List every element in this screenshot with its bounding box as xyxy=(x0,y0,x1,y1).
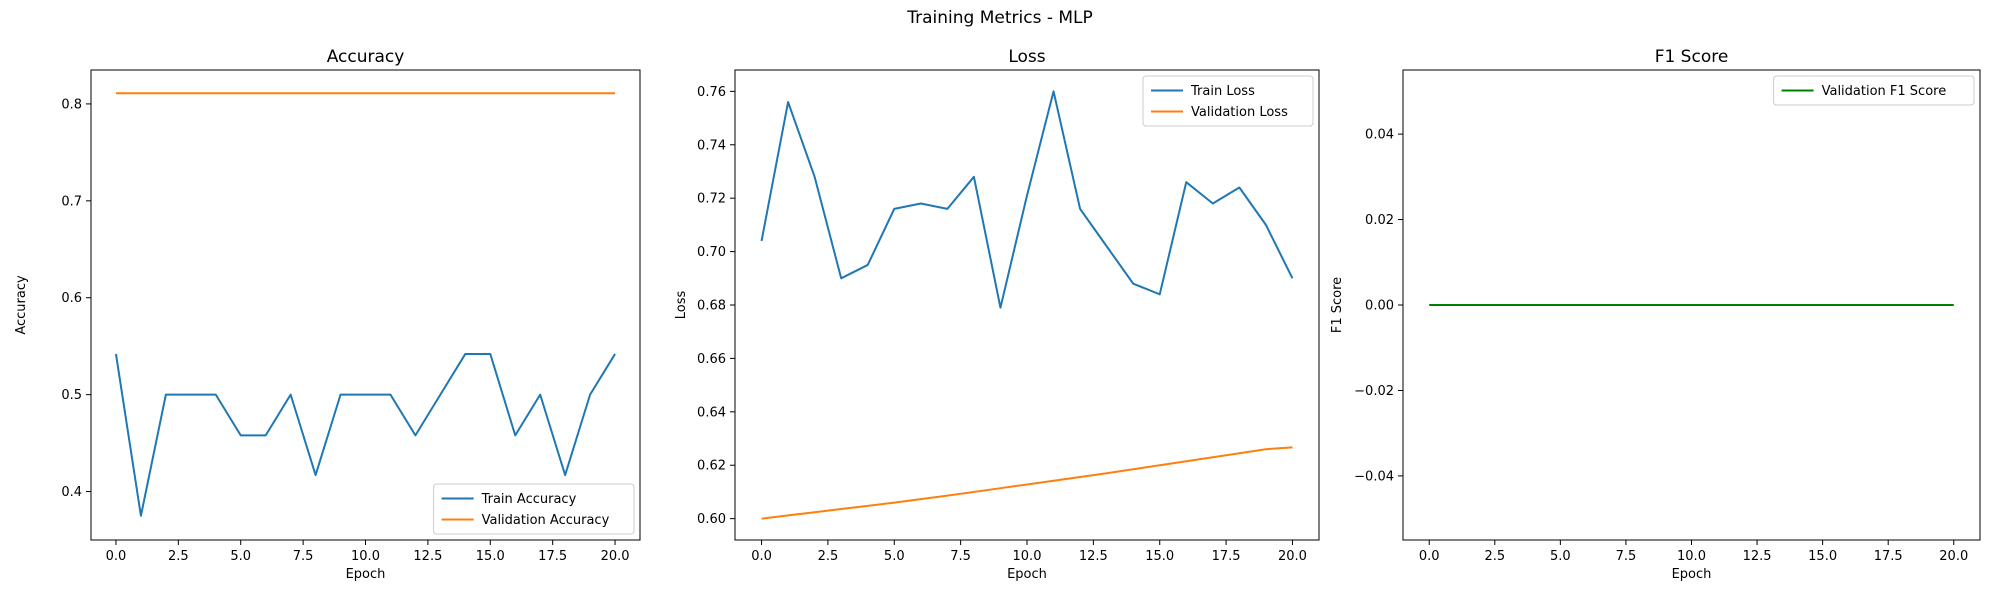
y-tick-label: 0.00 xyxy=(1365,299,1394,314)
x-tick-label: 12.5 xyxy=(1079,549,1108,564)
y-tick-label: 0.62 xyxy=(697,459,726,474)
chart-panel-1: Accuracy 0.0 2.5 5.0 7.5 10.0 12.5 15.0 17.5 20.0… xyxy=(14,47,641,582)
plot-frame xyxy=(734,69,1320,541)
chart-panel-2: Loss 0.0 2.5 5.0 7.5 10.0 12.5 15.0 17.5 20.0 0.60… xyxy=(674,47,1320,582)
series-line-1 xyxy=(114,352,616,517)
plot-frame xyxy=(90,69,641,541)
chart-title: F1 Score xyxy=(1655,47,1729,67)
x-tick-label: 10.0 xyxy=(1013,549,1042,564)
x-tick-label: 12.5 xyxy=(1743,549,1772,564)
legend-box xyxy=(1773,75,1975,106)
x-tick-label: 0.0 xyxy=(1419,549,1440,564)
figure-title: Training Metrics - MLP xyxy=(907,8,1093,28)
x-tick-label: 5.0 xyxy=(884,549,905,564)
y-axis-label: F1 Score xyxy=(1330,277,1345,333)
y-axis-label: Loss xyxy=(674,291,689,320)
x-tick-label: 5.0 xyxy=(230,549,251,564)
x-tick-label: 20.0 xyxy=(601,549,630,564)
y-tick-label: 0.4 xyxy=(61,485,82,500)
x-tick-label: 20.0 xyxy=(1278,549,1307,564)
legend-label: Validation F1 Score xyxy=(1822,84,1947,99)
x-tick-label: 10.0 xyxy=(351,549,380,564)
y-tick-label: 0.60 xyxy=(697,512,726,527)
y-tick-label: −0.02 xyxy=(1354,384,1394,399)
y-tick-label: 0.02 xyxy=(1365,213,1394,228)
legend: Validation F1 Score xyxy=(1773,75,1975,106)
x-axis-label: Epoch xyxy=(1672,567,1712,582)
x-tick-label: 10.0 xyxy=(1677,549,1706,564)
x-tick-label: 0.0 xyxy=(106,549,127,564)
x-tick-label: 2.5 xyxy=(168,549,189,564)
y-tick-label: 0.7 xyxy=(61,194,82,209)
y-tick-label: 0.74 xyxy=(697,138,726,153)
plot-frame xyxy=(1402,69,1981,541)
legend-label: Validation Accuracy xyxy=(482,513,610,528)
y-tick-label: 0.70 xyxy=(697,245,726,260)
x-tick-label: 15.0 xyxy=(476,549,505,564)
y-tick-label: 0.64 xyxy=(697,405,726,420)
x-tick-label: 5.0 xyxy=(1550,549,1571,564)
x-tick-label: 7.5 xyxy=(293,549,314,564)
y-tick-label: 0.72 xyxy=(697,192,726,207)
x-axis-label: Epoch xyxy=(1007,567,1047,582)
x-tick-label: 7.5 xyxy=(1616,549,1637,564)
chart-title: Accuracy xyxy=(327,47,405,67)
y-tick-label: 0.76 xyxy=(697,85,726,100)
chart-title: Loss xyxy=(1008,47,1045,67)
y-tick-label: 0.8 xyxy=(61,97,82,112)
x-tick-label: 0.0 xyxy=(751,549,772,564)
legend-label: Validation Loss xyxy=(1191,105,1288,120)
x-axis-label: Epoch xyxy=(346,567,386,582)
chart-panel-3: F1 Score 0.0 2.5 5.0 7.5 10.0 12.5 15.0 17.5 20.0… xyxy=(1330,47,1981,582)
x-tick-label: 15.0 xyxy=(1145,549,1174,564)
legend-label: Train Accuracy xyxy=(481,492,577,507)
legend-box xyxy=(1142,75,1314,127)
y-tick-label: 0.5 xyxy=(61,388,82,403)
x-tick-label: 12.5 xyxy=(413,549,442,564)
x-tick-label: 2.5 xyxy=(818,549,839,564)
y-axis-label: Accuracy xyxy=(14,275,29,335)
y-tick-label: 0.04 xyxy=(1365,128,1394,143)
legend-box xyxy=(433,483,635,535)
legend: Train Accuracy Validation Accuracy xyxy=(433,483,635,535)
y-tick-label: −0.04 xyxy=(1354,469,1394,484)
x-tick-label: 17.5 xyxy=(538,549,567,564)
legend: Train Loss Validation Loss xyxy=(1142,75,1314,127)
x-tick-label: 20.0 xyxy=(1939,549,1968,564)
series-line-2 xyxy=(761,446,1293,520)
legend-label: Train Loss xyxy=(1190,84,1255,99)
x-tick-label: 2.5 xyxy=(1484,549,1505,564)
y-tick-label: 0.66 xyxy=(697,352,726,367)
x-tick-label: 15.0 xyxy=(1808,549,1837,564)
x-tick-label: 17.5 xyxy=(1874,549,1903,564)
y-tick-label: 0.6 xyxy=(61,291,82,306)
series-line-1 xyxy=(760,90,1294,309)
x-tick-label: 7.5 xyxy=(950,549,971,564)
x-tick-label: 17.5 xyxy=(1212,549,1241,564)
y-tick-label: 0.68 xyxy=(697,299,726,314)
